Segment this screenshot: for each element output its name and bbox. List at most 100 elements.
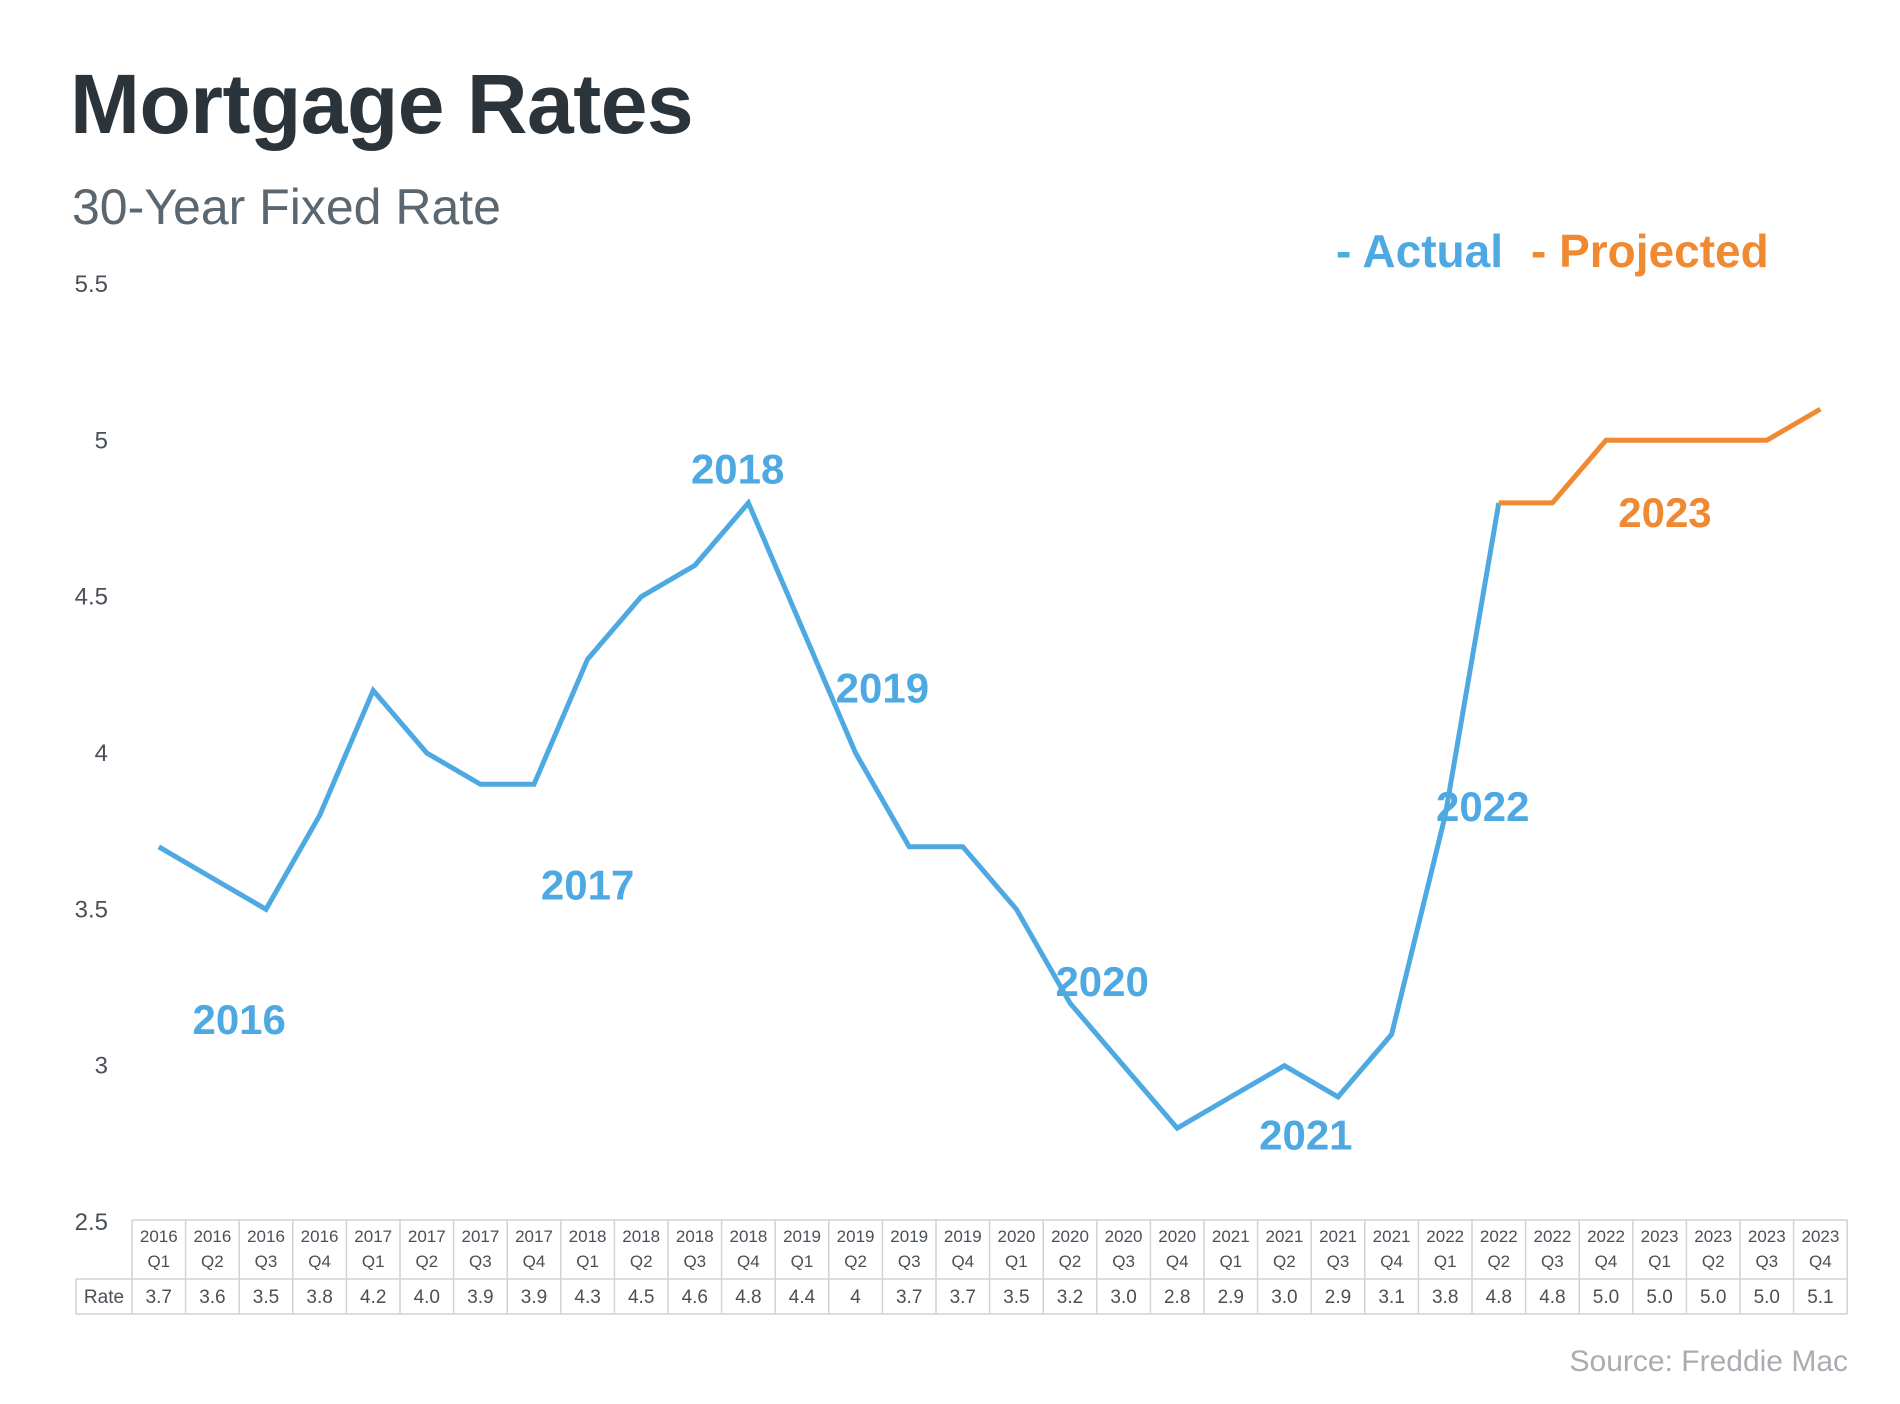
data-table: Rate 2016 Q1 3.7 2016 Q2 3.6 2016 Q3 3.5 2016 Q4 3.8… xyxy=(75,1219,1848,1315)
table-cell-value: 5.0 xyxy=(1593,1287,1619,1308)
annotation-2016: 2016 xyxy=(192,996,285,1043)
table-header-quarter: Q4 xyxy=(951,1252,974,1271)
table-header-quarter: Q2 xyxy=(844,1252,867,1271)
table-cell-value: 2.9 xyxy=(1325,1287,1351,1308)
table-header-year: 2020 xyxy=(1105,1227,1143,1246)
table-header-year: 2020 xyxy=(1158,1227,1196,1246)
table-cell-value: 4.8 xyxy=(735,1287,761,1308)
table-cell-value: 2.9 xyxy=(1218,1287,1244,1308)
y-tick-label: 5.5 xyxy=(75,271,108,298)
table-header-year: 2018 xyxy=(622,1227,660,1246)
table-header-quarter: Q4 xyxy=(1809,1252,1832,1271)
annotation-2020: 2020 xyxy=(1055,958,1148,1005)
table-header-quarter: Q3 xyxy=(1112,1252,1135,1271)
table-header-year: 2022 xyxy=(1587,1227,1625,1246)
table-header-year: 2016 xyxy=(301,1227,339,1246)
table-header-quarter: Q4 xyxy=(1166,1252,1189,1271)
table-header-year: 2022 xyxy=(1533,1227,1571,1246)
table-cell-value: 4 xyxy=(850,1287,861,1308)
table-header-quarter: Q1 xyxy=(1434,1252,1457,1271)
table-header-year: 2017 xyxy=(461,1227,499,1246)
table-header-year: 2023 xyxy=(1694,1227,1732,1246)
table-cell-value: 4.2 xyxy=(360,1287,386,1308)
table-cell-value: 3.5 xyxy=(1003,1287,1029,1308)
table-header-year: 2020 xyxy=(1051,1227,1089,1246)
table-header-year: 2016 xyxy=(140,1227,178,1246)
table-cell-value: 4.3 xyxy=(574,1287,600,1308)
table-cell-value: 4.5 xyxy=(628,1287,654,1308)
table-header-year: 2018 xyxy=(569,1227,607,1246)
table-header-quarter: Q3 xyxy=(1755,1252,1778,1271)
y-tick-label: 2.5 xyxy=(75,1209,108,1236)
table-cell-value: 3.7 xyxy=(896,1287,922,1308)
table-header-quarter: Q3 xyxy=(469,1252,492,1271)
table-header-year: 2017 xyxy=(515,1227,553,1246)
table-cell-value: 3.9 xyxy=(467,1287,493,1308)
table-cell-value: 3.6 xyxy=(199,1287,225,1308)
table-cell-value: 3.2 xyxy=(1057,1287,1083,1308)
table-cell-value: 4.6 xyxy=(682,1287,708,1308)
table-header-quarter: Q3 xyxy=(1327,1252,1350,1271)
series-lines xyxy=(157,406,1822,1132)
legend-projected: - Projected xyxy=(1530,225,1769,277)
table-header-year: 2018 xyxy=(729,1227,767,1246)
table-cell-value: 3.8 xyxy=(1432,1287,1458,1308)
annotation-2022: 2022 xyxy=(1436,783,1529,830)
table-header-quarter: Q4 xyxy=(737,1252,760,1271)
table-header-year: 2018 xyxy=(676,1227,714,1246)
table-row-label: Rate xyxy=(84,1287,124,1308)
table-header-quarter: Q1 xyxy=(1648,1252,1671,1271)
table-header-year: 2023 xyxy=(1748,1227,1786,1246)
y-tick-label: 5 xyxy=(95,427,108,454)
table-header-year: 2021 xyxy=(1319,1227,1357,1246)
table-cell-value: 3.1 xyxy=(1378,1287,1404,1308)
table-header-year: 2016 xyxy=(247,1227,285,1246)
table-header-quarter: Q1 xyxy=(791,1252,814,1271)
table-header-year: 2021 xyxy=(1212,1227,1250,1246)
annotation-2018: 2018 xyxy=(691,445,784,492)
table-cell-value: 4.4 xyxy=(789,1287,816,1308)
y-tick-label: 3.5 xyxy=(75,896,108,923)
table-header-quarter: Q1 xyxy=(576,1252,599,1271)
table-header-quarter: Q2 xyxy=(1702,1252,1725,1271)
legend-actual: - Actual xyxy=(1336,225,1503,277)
table-header-quarter: Q2 xyxy=(1059,1252,1082,1271)
series-line-actual xyxy=(157,498,1502,1132)
table-header-quarter: Q1 xyxy=(1219,1252,1242,1271)
table-header-quarter: Q2 xyxy=(201,1252,224,1271)
table-header-year: 2021 xyxy=(1265,1227,1303,1246)
annotation-2017: 2017 xyxy=(541,861,634,908)
table-header-year: 2020 xyxy=(997,1227,1035,1246)
table-cell-value: 3.7 xyxy=(146,1287,172,1308)
table-header-quarter: Q3 xyxy=(255,1252,278,1271)
table-header-year: 2016 xyxy=(193,1227,231,1246)
table-header-year: 2022 xyxy=(1426,1227,1464,1246)
table-header-year: 2023 xyxy=(1641,1227,1679,1246)
table-header-quarter: Q4 xyxy=(308,1252,331,1271)
table-header-quarter: Q1 xyxy=(362,1252,385,1271)
table-cell-value: 4.0 xyxy=(414,1287,440,1308)
table-header-quarter: Q3 xyxy=(683,1252,706,1271)
annotation-2019: 2019 xyxy=(836,664,929,711)
table-cell-value: 5.1 xyxy=(1807,1287,1833,1308)
table-cell-value: 3.5 xyxy=(253,1287,279,1308)
table-header-year: 2017 xyxy=(354,1227,392,1246)
table-header-quarter: Q2 xyxy=(415,1252,438,1271)
chart-subtitle: 30-Year Fixed Rate xyxy=(72,179,501,235)
table-header-quarter: Q4 xyxy=(1380,1252,1403,1271)
series-line-projected xyxy=(1498,406,1822,506)
table-header-quarter: Q4 xyxy=(523,1252,546,1271)
table-cell-value: 4.8 xyxy=(1539,1287,1565,1308)
table-cell-value: 3.9 xyxy=(521,1287,547,1308)
y-tick-label: 4.5 xyxy=(75,584,108,611)
annotation-2021: 2021 xyxy=(1259,1111,1352,1158)
chart-title: Mortgage Rates xyxy=(70,57,694,151)
table-cell-value: 3.8 xyxy=(306,1287,332,1308)
table-header-year: 2022 xyxy=(1480,1227,1518,1246)
table-cell-value: 5.0 xyxy=(1700,1287,1726,1308)
table-header-quarter: Q3 xyxy=(1541,1252,1564,1271)
table-header-quarter: Q2 xyxy=(1487,1252,1510,1271)
year-annotations: 2016 2017 2018 2019 2020 2021 2022 2023 xyxy=(192,445,1711,1158)
table-cell-value: 3.0 xyxy=(1271,1287,1297,1308)
